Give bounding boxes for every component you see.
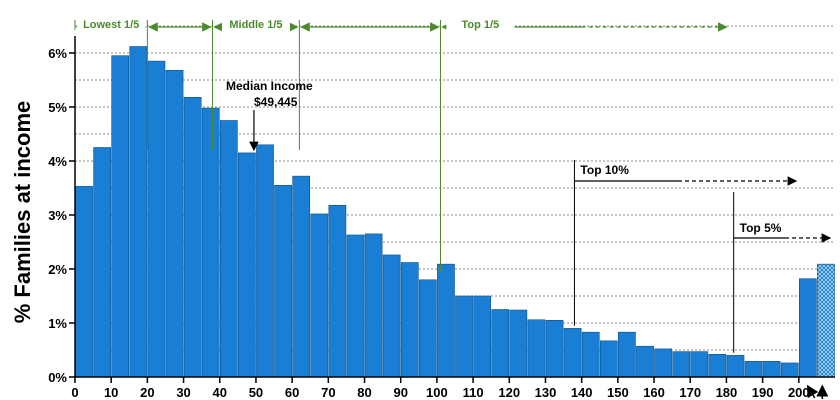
gridlines [75, 25, 835, 351]
x-tick-label: 140 [571, 385, 593, 400]
y-tick-label: 4% [48, 154, 67, 169]
bar [527, 319, 546, 378]
bar [419, 279, 437, 378]
bar [455, 295, 473, 378]
x-tick-label: 10 [104, 385, 118, 400]
bar [400, 262, 419, 378]
bar [93, 147, 111, 378]
bar [581, 331, 600, 378]
bar [799, 278, 817, 378]
y-tick-label: 6% [48, 46, 67, 61]
bar [780, 362, 799, 378]
x-tick-label: 20 [140, 385, 154, 400]
x-tick-label: 50 [249, 385, 263, 400]
bar [256, 144, 274, 378]
x-tick-label: 90 [393, 385, 407, 400]
bar [111, 55, 130, 378]
axes [74, 36, 835, 378]
median-value: $49,445 [254, 95, 298, 109]
bar [364, 233, 383, 378]
y-tick-label: 0% [48, 370, 67, 385]
bar [473, 295, 491, 378]
annotations: Median Income $49,445 Top 10% Top 5% [226, 79, 832, 353]
bar [491, 309, 510, 378]
median-label: Median Income [226, 79, 313, 93]
x-tick-label: 30 [176, 385, 190, 400]
bar [328, 204, 347, 378]
bar [563, 328, 582, 378]
bar [545, 319, 564, 378]
x-tick-label: 170 [679, 385, 701, 400]
x-tick-label: 110 [463, 385, 484, 400]
bar [147, 60, 166, 378]
quintile-label-bg [446, 18, 515, 32]
y-tick-label: 1% [48, 316, 67, 331]
x-tick-label: 70 [321, 385, 335, 400]
bar [346, 234, 365, 378]
x-tick-label: 130 [535, 385, 557, 400]
x-tick-label: 120 [498, 385, 520, 400]
quintile-label: Top 1/5 [461, 19, 499, 31]
bar [310, 213, 329, 378]
bar [708, 354, 727, 378]
x-tick-label: 150 [607, 385, 629, 400]
bar [599, 340, 618, 378]
x-tick-label: 180 [716, 385, 738, 400]
x-tick-labels: 0 10 20 30 40 50 60 70 80 90 100 110 120 130 140 150 160… [71, 377, 829, 400]
bars [75, 46, 835, 378]
quintile-brackets: Lowest 1/5 Middle 1/5 Top 1/5 [74, 18, 728, 272]
y-axis-label: % Families at income [10, 101, 35, 324]
bar [672, 351, 691, 378]
x-tick-label: 190 [752, 385, 774, 400]
x-tick-label: 200 [788, 385, 810, 400]
bar [690, 351, 709, 378]
bar [817, 263, 835, 378]
y-tick-label: 3% [48, 208, 67, 223]
quintile-label-bg [77, 18, 146, 32]
x-tick-label: 0 [71, 385, 78, 400]
bar [201, 107, 220, 378]
x-tick-label: 60 [285, 385, 299, 400]
quintile-label-bg [221, 18, 290, 32]
quintile-label: Middle 1/5 [229, 19, 282, 31]
x-tick-label: 100 [426, 385, 448, 400]
bar [183, 96, 202, 378]
top10-label: Top 10% [580, 163, 629, 177]
bar [75, 186, 93, 378]
top5-label: Top 5% [740, 221, 782, 235]
bin-arrow [807, 384, 819, 399]
bar [726, 355, 745, 378]
bar [219, 120, 238, 378]
bar [744, 361, 763, 378]
bar [618, 331, 636, 378]
bar [382, 254, 401, 378]
bar [292, 175, 311, 378]
quintile-label: Lowest 1/5 [83, 19, 139, 31]
y-tick-label: 5% [48, 100, 67, 115]
x-tick-label: 160 [643, 385, 665, 400]
bar [129, 46, 148, 378]
bar [165, 69, 184, 378]
x-tick-label: 80 [357, 385, 371, 400]
bar [437, 263, 455, 378]
bar [654, 348, 672, 378]
y-tick-labels: 0% 1% 2% 3% 4% 5% 6% [48, 46, 75, 385]
bar [762, 361, 781, 378]
bar [274, 185, 292, 378]
bar [238, 152, 256, 378]
y-tick-label: 2% [48, 262, 67, 277]
x-tick-label: 40 [213, 385, 227, 400]
bar [636, 345, 654, 378]
bar [509, 309, 528, 378]
